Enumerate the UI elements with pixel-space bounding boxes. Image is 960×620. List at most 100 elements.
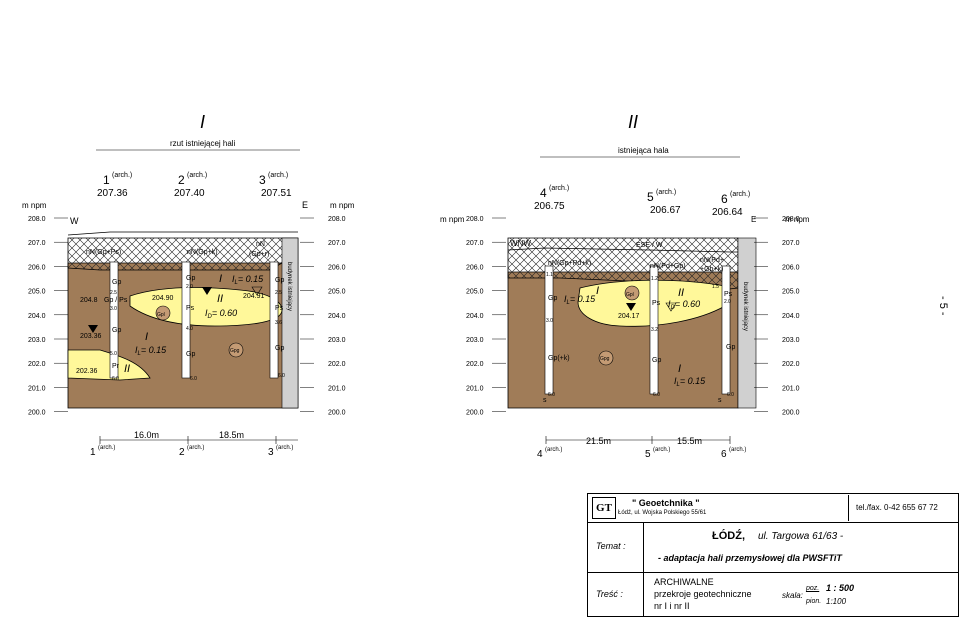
elevation-tick-label: 200.0 bbox=[782, 410, 800, 417]
il-label-5: ID= 0.60 bbox=[668, 299, 700, 311]
bh1-sup: (arch.) bbox=[112, 172, 132, 179]
borehole-6-column bbox=[721, 265, 731, 395]
depth-label: 6.0 bbox=[278, 373, 285, 379]
fill-label: nN(Gp+Ps) bbox=[86, 249, 121, 256]
depth-label: 3.6 bbox=[275, 320, 282, 326]
elevation-tick-label: 205.0 bbox=[28, 289, 46, 296]
borehole-5-column bbox=[649, 265, 659, 395]
bottom-bh-sup: (arch.) bbox=[545, 447, 562, 453]
bh5-sup: (arch.) bbox=[656, 189, 676, 196]
wall-label: budynek istniejący bbox=[286, 262, 292, 311]
axis-unit-label: m npm bbox=[330, 201, 355, 210]
elevation-tick-label: 206.0 bbox=[782, 264, 800, 271]
bh6-sup: (arch.) bbox=[730, 191, 750, 198]
section-2-existing-wall bbox=[737, 237, 757, 409]
company-address: Łódź, ul. Wojska Polskiego 55/61 bbox=[618, 510, 707, 516]
bh4-sup: (arch.) bbox=[549, 185, 569, 192]
circle-label: Gpl bbox=[157, 312, 165, 318]
il-label-2: ID= 0.60 bbox=[205, 308, 237, 320]
layer-numeral: I bbox=[596, 285, 599, 297]
il-label-3: IL= 0.15 bbox=[135, 345, 167, 357]
il-label-1: IL= 0.15 bbox=[232, 274, 264, 286]
bottom-bh-sup: (arch.) bbox=[653, 447, 670, 453]
depth-label: 4.0 bbox=[186, 326, 193, 332]
section-1 bbox=[67, 231, 299, 409]
elevation-tick-label: 200.0 bbox=[28, 410, 46, 417]
depth-label: 6.0 bbox=[190, 376, 197, 382]
soil-label: Pr bbox=[112, 363, 120, 370]
bottom-bh-sup: (arch.) bbox=[729, 447, 746, 453]
water-level: 204.8 bbox=[80, 297, 98, 304]
distance-label: 18.5m bbox=[219, 430, 244, 440]
elevation-tick-label: 200.0 bbox=[328, 410, 346, 417]
elevation-tick-label: 206.0 bbox=[466, 264, 484, 271]
depth-label: 1.5 bbox=[712, 284, 719, 290]
section-2-title: II bbox=[628, 112, 638, 132]
content-line-2: przekroje geotechniczne bbox=[654, 589, 752, 599]
fill-label: +Gb+k) bbox=[700, 266, 723, 273]
soil-label: Gp bbox=[186, 351, 195, 358]
bottom-bh-no: 4 bbox=[537, 449, 543, 460]
phone: tel./fax. 0-42 655 67 72 bbox=[856, 503, 938, 512]
elevation-tick-label: 208.0 bbox=[28, 216, 46, 223]
bh4-elev: 206.75 bbox=[534, 201, 565, 212]
depth-label: 3.2 bbox=[651, 327, 658, 333]
title-block-temat: Temat : ŁÓDŹ, ul. Targowa 61/63 - - adap… bbox=[588, 522, 958, 573]
section-2-dir-right: E bbox=[751, 215, 756, 224]
bh3-elev: 207.51 bbox=[261, 188, 292, 199]
fill-label: nN(Gp+Pd+k) bbox=[548, 260, 591, 267]
layer-numeral: I bbox=[219, 273, 222, 285]
elevation-tick-label: 204.0 bbox=[782, 313, 800, 320]
elevation-tick-label: 202.0 bbox=[28, 361, 46, 368]
bh6-no: 6 bbox=[721, 192, 728, 206]
fill-label: nN(Pd+ bbox=[700, 257, 724, 264]
soil-label: Gp bbox=[726, 344, 735, 351]
title-block-header: GT " Geoetchnika " Łódź, ul. Wojska Pols… bbox=[588, 494, 958, 523]
axis-unit-label: m npm bbox=[785, 215, 810, 224]
page-number: - 5 - bbox=[937, 296, 949, 316]
borehole-4-column bbox=[544, 265, 554, 395]
bottom-bh-no: 5 bbox=[645, 449, 651, 460]
elevation-tick-label: 202.0 bbox=[328, 361, 346, 368]
depth-label: 2.5 bbox=[275, 290, 282, 296]
depth-label: 5.0 bbox=[110, 351, 117, 357]
elevation-tick-label: 203.0 bbox=[466, 337, 484, 344]
project: - adaptacja hali przemysłowej dla PWSFTi… bbox=[658, 553, 842, 563]
layer-numeral: II bbox=[217, 293, 223, 305]
soil-label: Ps bbox=[724, 291, 733, 298]
bh5-elev: 206.67 bbox=[650, 205, 681, 216]
elevation-tick-label: 206.0 bbox=[328, 264, 346, 271]
scale-label: skala: bbox=[782, 591, 803, 600]
elevation-tick-label: 204.0 bbox=[328, 313, 346, 320]
soil-label: Gp bbox=[275, 277, 284, 284]
elevation-tick-label: 202.0 bbox=[466, 361, 484, 368]
elevation-tick-label: 205.0 bbox=[328, 289, 346, 296]
bh6-elev: 206.64 bbox=[712, 207, 743, 218]
bh1-elev: 207.36 bbox=[97, 188, 128, 199]
distance-label: 16.0m bbox=[134, 430, 159, 440]
depth-label: 1.1 bbox=[546, 272, 553, 278]
water-level: 204.17 bbox=[618, 313, 640, 320]
elevation-tick-label: 207.0 bbox=[328, 240, 346, 247]
scale-h: 1 : 500 bbox=[826, 583, 855, 593]
il-label-6: IL= 0.15 bbox=[674, 376, 706, 388]
bh3-no: 3 bbox=[259, 173, 266, 187]
soil-label: Ps bbox=[652, 300, 661, 307]
soil-label: Gp bbox=[652, 357, 661, 364]
section-1-pr-lens bbox=[67, 349, 151, 381]
distance-label: 15.5m bbox=[677, 436, 702, 446]
layer-numeral: I bbox=[678, 363, 681, 375]
axis-unit-label: m npm bbox=[440, 215, 465, 224]
bh2-elev: 207.40 bbox=[174, 188, 205, 199]
depth-label: 2.5 bbox=[110, 290, 117, 296]
title-block-tresc: Treść : ARCHIWALNE przekroje geotechnicz… bbox=[588, 572, 958, 616]
depth-label: 3.0 bbox=[110, 306, 117, 312]
section-2 bbox=[507, 237, 757, 409]
section-1-dir-left: W bbox=[70, 216, 79, 226]
fill-label: nN(Pd+Gp) bbox=[650, 263, 686, 270]
city: ŁÓDŹ, bbox=[712, 530, 745, 542]
soil-label: Ps bbox=[186, 305, 195, 312]
section-1-existing-wall bbox=[281, 237, 299, 409]
elevation-tick-label: 203.0 bbox=[328, 337, 346, 344]
